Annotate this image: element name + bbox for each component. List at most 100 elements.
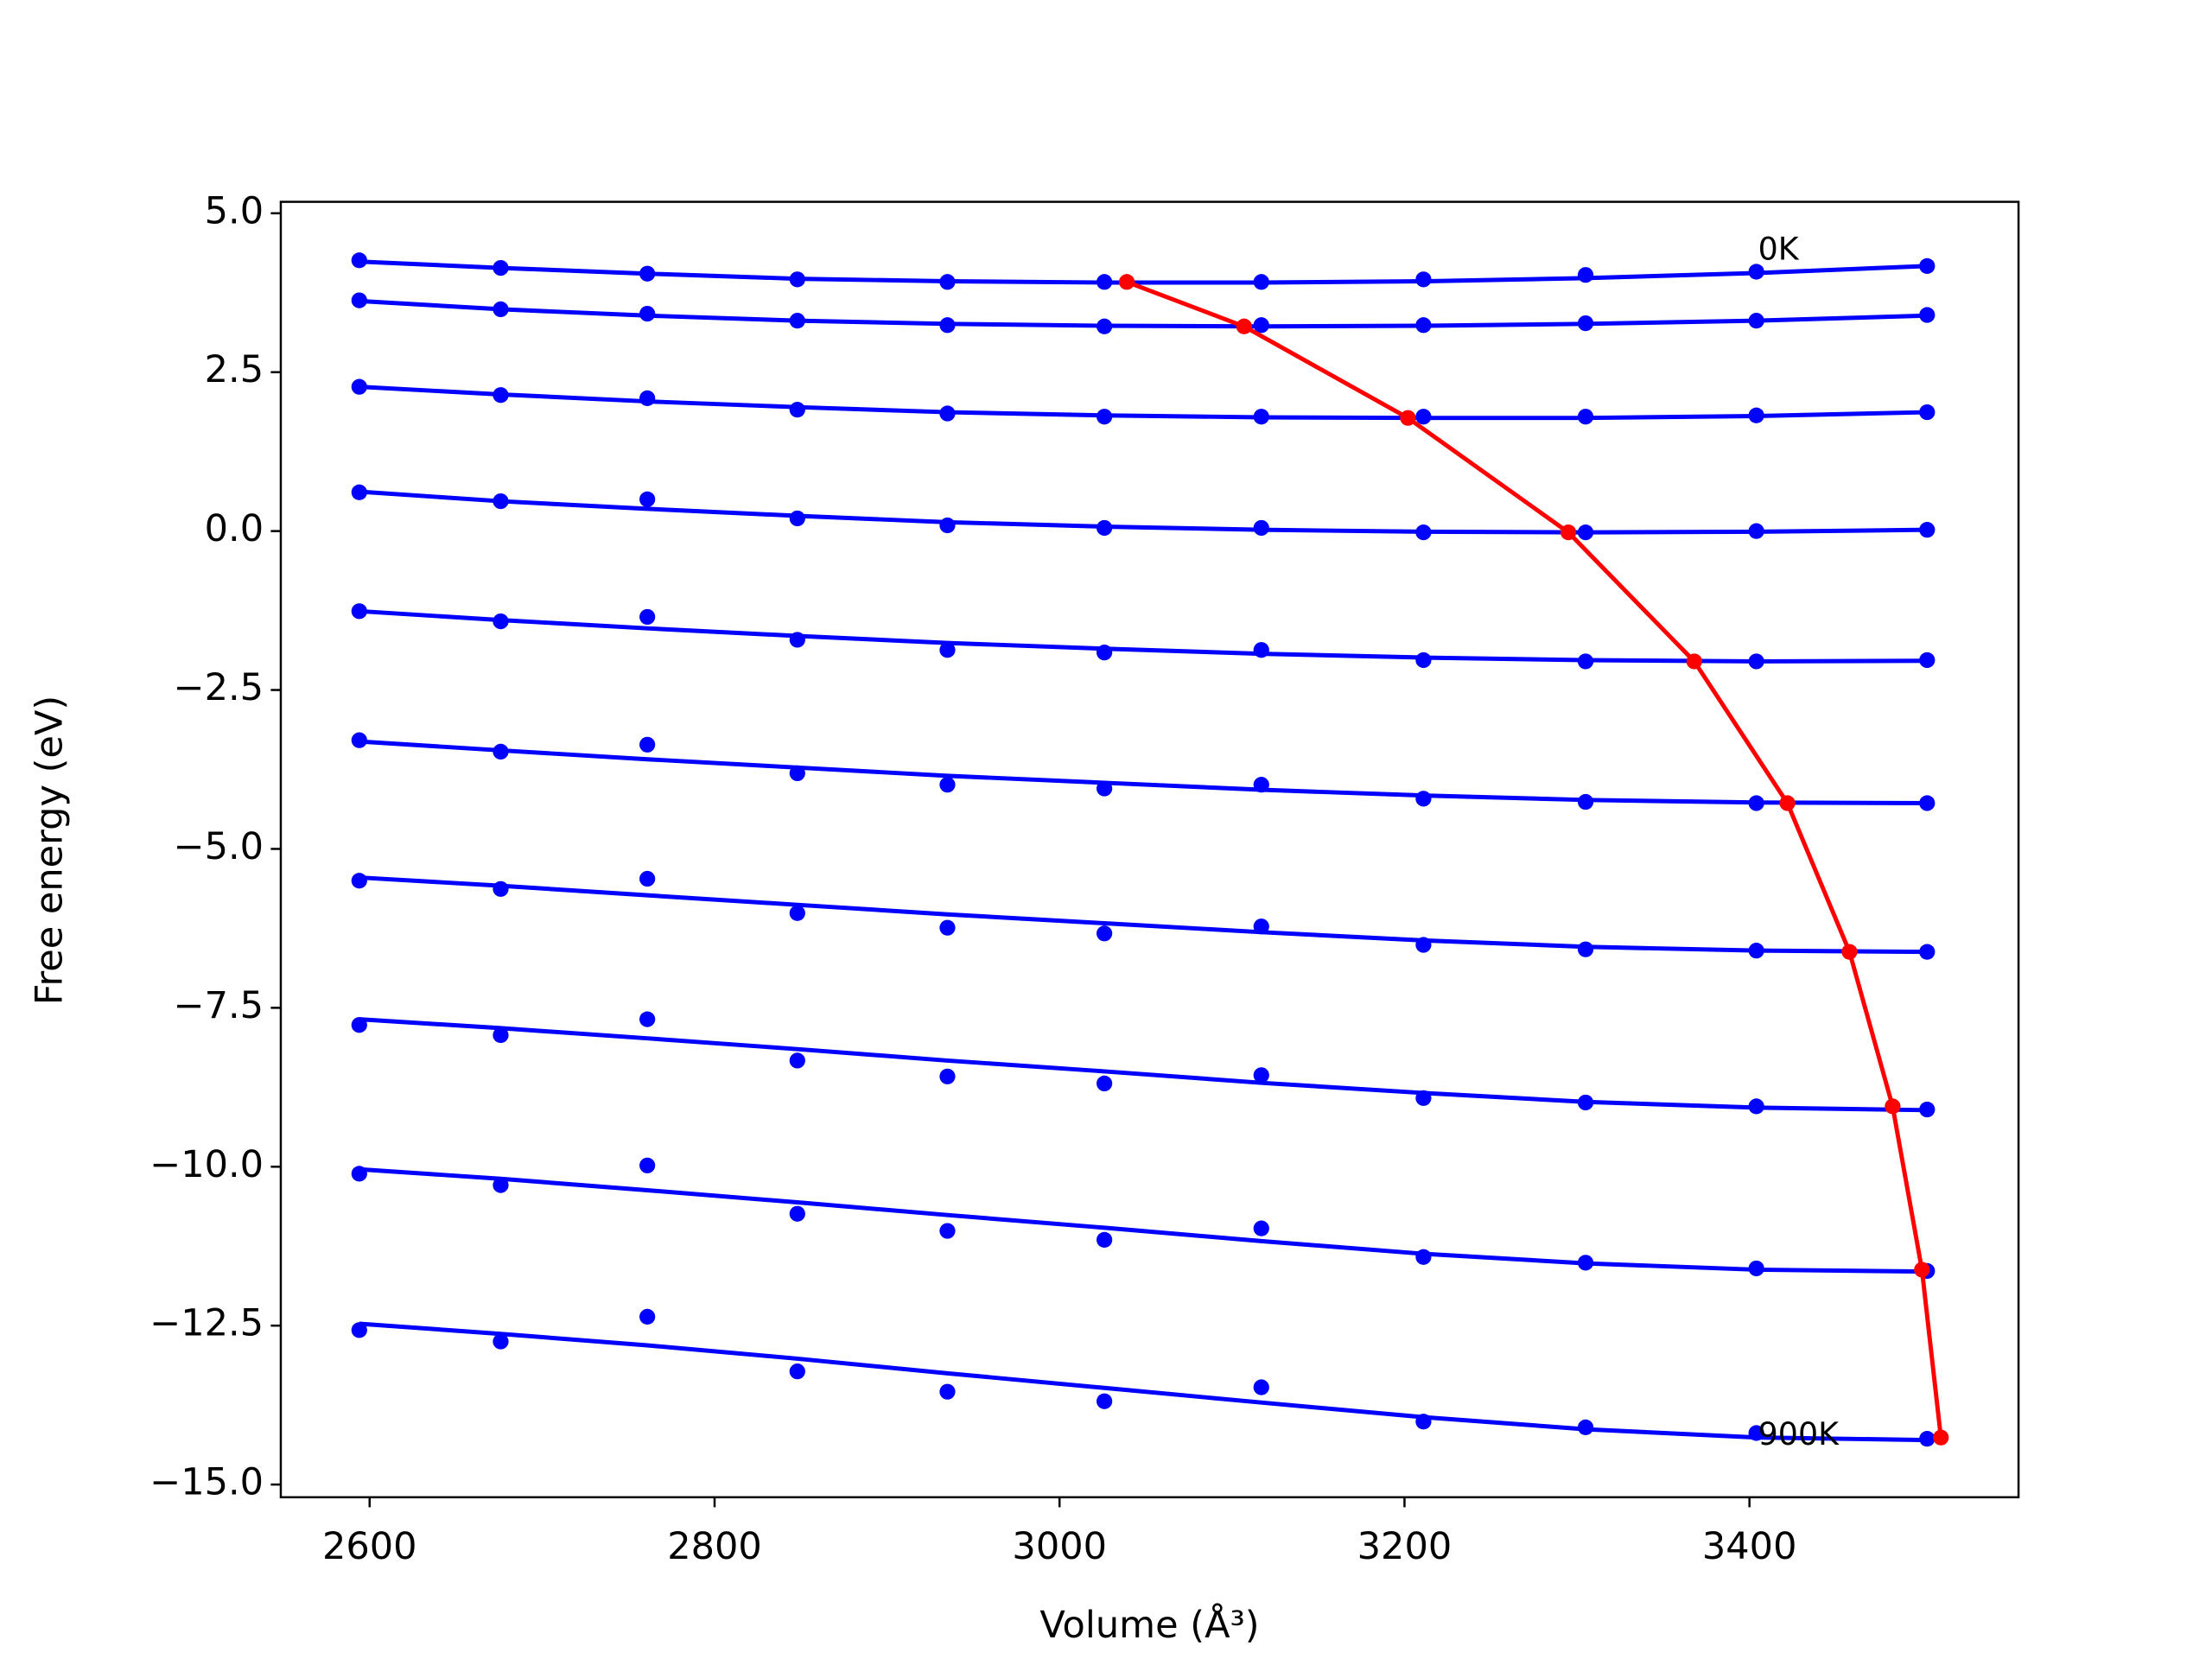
data-point [789,1205,805,1222]
minimum-point [1236,318,1252,334]
data-point [1748,264,1764,280]
data-point [939,517,956,534]
x-tick-label: 3200 [1357,1525,1452,1568]
data-point [493,387,509,404]
data-point [1096,645,1113,661]
minimum-point [1933,1429,1949,1446]
data-point [1748,1260,1764,1277]
data-point [1748,523,1764,539]
data-point [1253,409,1269,425]
data-point [351,378,367,395]
data-point [639,265,656,282]
x-tick-label: 2800 [667,1525,762,1568]
data-point [639,305,656,322]
data-point [1415,937,1432,953]
data-point [639,491,656,507]
data-point [639,390,656,407]
data-point [789,905,805,921]
data-point [1415,317,1432,334]
data-point [789,271,805,288]
data-point [1415,1090,1432,1106]
y-tick-label: −5.0 [174,825,264,868]
y-tick-label: 0.0 [205,507,264,550]
data-point [639,608,656,626]
data-point [493,493,509,510]
data-point [493,1177,509,1193]
fit-curve [359,1166,1928,1274]
annotation: 0K [1758,230,1800,267]
data-point [639,1011,656,1027]
data-point [1919,307,1936,323]
data-point [493,259,509,276]
minimum-point [1560,524,1577,541]
data-point [789,313,805,329]
data-point [1253,777,1269,793]
data-point [1415,791,1432,807]
data-point [939,405,956,422]
data-point [1577,315,1594,332]
data-point [789,510,805,527]
minimum-point [1885,1098,1901,1115]
data-point [1919,404,1936,421]
data-point [1577,524,1594,541]
data-point [1919,795,1936,811]
data-point [1748,795,1764,811]
data-point [639,1157,656,1173]
data-point [1096,318,1113,334]
data-point [493,880,509,897]
data-point [939,317,956,334]
data-point [939,1383,956,1400]
fit-curve [359,1017,1928,1113]
data-point [351,1017,367,1033]
data-point [1096,780,1113,797]
y-tick-label: 5.0 [205,189,264,232]
data-point [1919,522,1936,538]
annotation: 900K [1758,1415,1840,1452]
data-point [1096,519,1113,537]
data-point [1096,1393,1113,1409]
data-point [351,484,367,500]
data-point [1096,1075,1113,1092]
data-point [1253,1379,1269,1395]
data-point [1253,1220,1269,1236]
data-point [1415,409,1432,425]
data-point [789,1052,805,1069]
data-point [789,632,805,648]
data-point [639,736,656,753]
data-point [639,1308,656,1325]
data-point [1253,274,1269,290]
data-point [351,1166,367,1182]
data-point [1577,793,1594,810]
data-point [1415,271,1432,288]
data-point [1415,652,1432,669]
y-tick-label: −12.5 [149,1302,264,1345]
data-point [1096,1231,1113,1248]
data-point [1096,925,1113,942]
data-point [1919,944,1936,960]
data-point [1919,652,1936,669]
minimum-point [1841,944,1858,960]
data-point [1919,257,1936,274]
data-point [1748,313,1764,329]
data-point [1577,1255,1594,1271]
data-point [493,301,509,318]
data-point [1253,1067,1269,1084]
y-tick-label: −10.0 [149,1143,264,1186]
data-point [939,919,956,936]
data-point [789,1363,805,1380]
data-point [493,1333,509,1350]
data-point [939,1068,956,1084]
data-point [1748,1425,1764,1441]
minimum-point [1779,795,1796,811]
plot-frame [279,200,2020,1499]
data-point [1253,519,1269,537]
data-point [1096,409,1113,425]
data-point [939,274,956,290]
y-axis-label: Free energy (eV) [28,696,71,1005]
data-point [1748,1098,1764,1115]
minimum-point [1400,410,1416,426]
data-point [939,642,956,658]
data-point [789,765,805,782]
